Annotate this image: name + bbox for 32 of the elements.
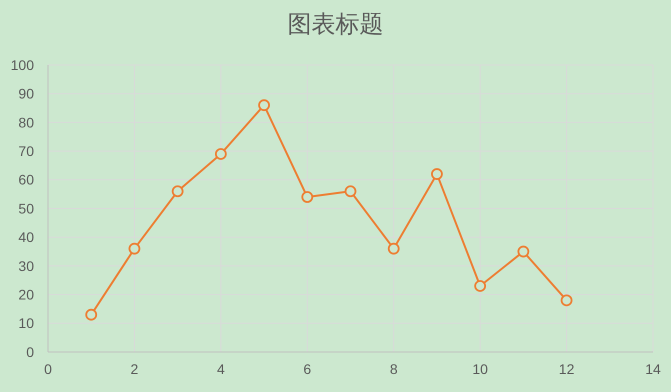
point [214,148,227,160]
x-tick-label: 14 [645,361,661,377]
y-tick-label: 100 [10,56,34,73]
x-tick-label: 0 [44,361,52,377]
point [258,99,270,112]
point [474,280,486,292]
y-tick-label: 20 [18,286,34,302]
y-tick-label: 60 [18,172,34,188]
point [431,168,443,180]
x-tick-label: 6 [303,361,312,377]
y-tick-label: 30 [18,258,34,274]
x-tick-label: 2 [130,361,139,377]
y-tick-label: 80 [18,114,34,130]
point [388,242,400,255]
x-tick-label: 12 [558,361,575,377]
point [85,308,98,321]
point [172,185,184,198]
y-tick-label: 50 [18,200,34,216]
point [128,242,140,255]
point [344,185,356,198]
point [517,246,530,258]
point [301,191,314,203]
y-tick-label: 10 [18,315,34,332]
y-tick-label: 40 [18,229,34,246]
y-tick-label: 0 [26,344,34,360]
x-tick-label: 4 [216,361,225,377]
chart-title: 图表标题 [288,11,384,38]
point [560,294,572,306]
y-tick-label: 90 [18,86,34,102]
x-tick-label: 8 [390,361,398,377]
y-tick-label: 70 [18,143,34,159]
x-tick-label: 10 [472,361,488,377]
